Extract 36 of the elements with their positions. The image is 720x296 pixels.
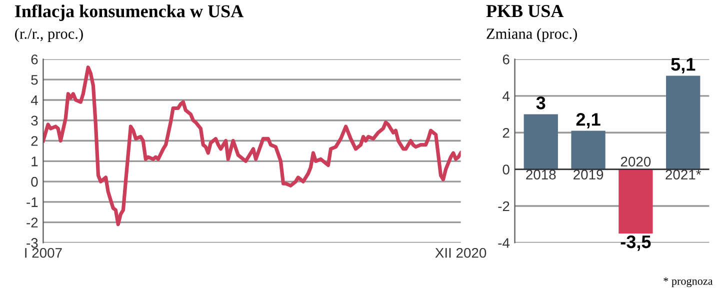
y-tick-label: -2 — [26, 218, 38, 228]
y-tick-label: -1 — [26, 197, 38, 207]
x-tick-label: 2018 — [526, 170, 556, 180]
bar — [666, 76, 700, 170]
y-tick-label: 0 — [31, 176, 38, 187]
data-label: 5,1 — [671, 58, 696, 74]
x-tick-label: I 2007 — [25, 248, 62, 258]
y-tick-label: -3 — [26, 238, 38, 248]
y-tick-label: 5 — [31, 75, 38, 85]
chart-title: PKB USA — [486, 5, 564, 18]
bar — [571, 130, 606, 170]
y-tick-label: 2 — [31, 136, 38, 146]
y-tick-label: 6 — [31, 54, 38, 64]
data-label: 2,1 — [576, 113, 600, 128]
bar — [618, 169, 653, 234]
line-series — [43, 66, 461, 226]
y-tick-label: 1 — [32, 156, 38, 166]
x-tick-label: 2021* — [666, 170, 702, 180]
data-label: -3,5 — [620, 235, 651, 251]
x-tick-label: 2020 — [620, 156, 651, 167]
bar — [524, 114, 558, 170]
data-label: 3 — [536, 96, 546, 110]
text: * prognoza — [664, 277, 713, 288]
chart-subtitle: Zmiana (proc.) — [486, 28, 577, 42]
chart-title: Inflacja konsumencka w USA — [15, 4, 244, 21]
chart-subtitle: (r./r., proc.) — [15, 28, 83, 42]
x-tick-label: XII 2020 — [435, 248, 486, 258]
y-tick-label: 4 — [502, 91, 510, 101]
y-tick-label: 2 — [502, 128, 510, 138]
y-tick-label: 3 — [31, 116, 38, 126]
y-tick-label: 6 — [502, 54, 510, 64]
y-tick-label: -2 — [498, 201, 510, 212]
y-tick-label: 4 — [30, 95, 38, 106]
x-tick-label: 2019 — [574, 170, 604, 180]
y-tick-label: 0 — [502, 164, 510, 174]
y-tick-label: -4 — [498, 238, 510, 248]
